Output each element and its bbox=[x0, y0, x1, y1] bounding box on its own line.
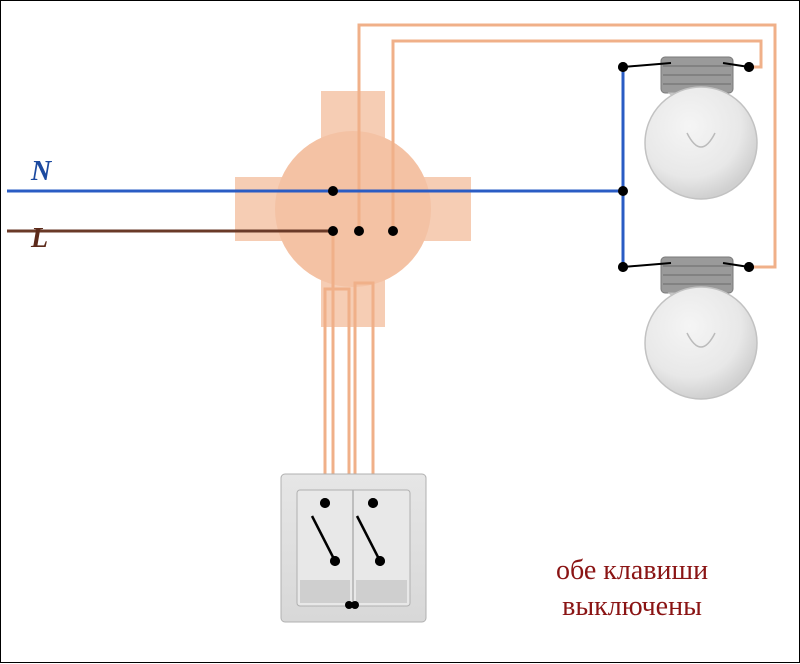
node-1 bbox=[328, 226, 338, 236]
node-4 bbox=[618, 186, 628, 196]
node-0 bbox=[328, 186, 338, 196]
bulb-2 bbox=[618, 257, 757, 399]
neutral-wire bbox=[7, 67, 623, 213]
diagram-frame: N L обе клавиши выключены bbox=[0, 0, 800, 663]
node-7 bbox=[618, 262, 628, 272]
node-9 bbox=[320, 498, 330, 508]
node-11 bbox=[330, 556, 340, 566]
line-label: L bbox=[31, 223, 48, 255]
caption-line-2: выключены bbox=[562, 591, 702, 622]
caption-line-1: обе клавиши bbox=[556, 555, 708, 586]
node-2 bbox=[354, 226, 364, 236]
node-8 bbox=[744, 262, 754, 272]
node-10 bbox=[368, 498, 378, 508]
bulb-1 bbox=[618, 57, 757, 199]
node-6 bbox=[744, 62, 754, 72]
caption-text: обе клавиши выключены bbox=[556, 553, 708, 626]
node-3 bbox=[388, 226, 398, 236]
neutral-label: N bbox=[31, 156, 51, 188]
node-5 bbox=[618, 62, 628, 72]
junction-circle bbox=[275, 131, 431, 287]
node-12 bbox=[375, 556, 385, 566]
double-switch[interactable] bbox=[281, 474, 426, 622]
